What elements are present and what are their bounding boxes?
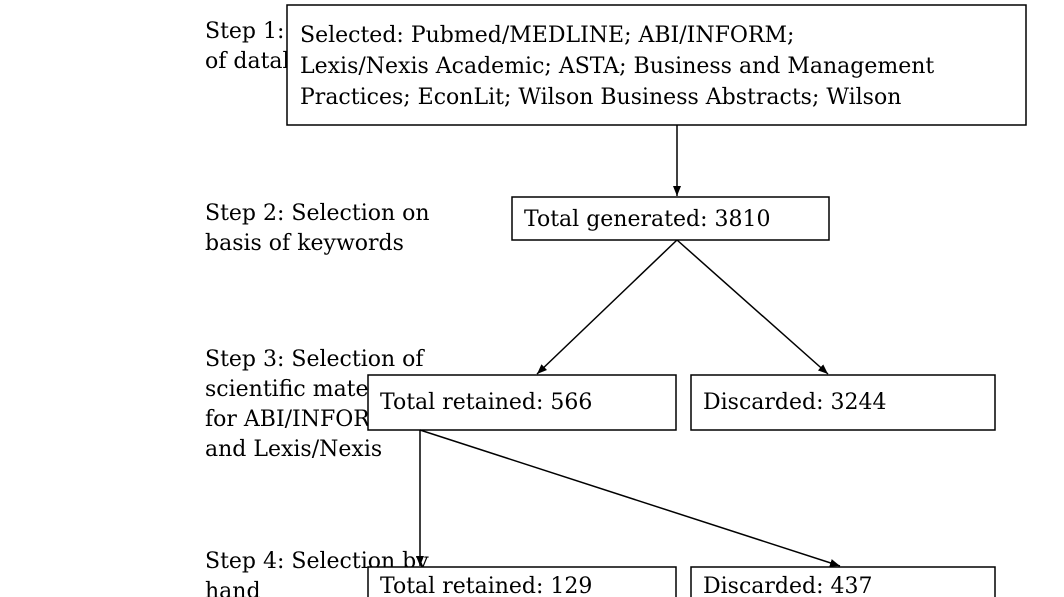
step-label: basis of keywords bbox=[205, 231, 404, 256]
node-box bbox=[690, 566, 996, 597]
node-text: Lexis/Nexis Academic; ASTA; Business and… bbox=[300, 54, 934, 79]
node-text: Discarded: 437 bbox=[703, 574, 873, 597]
node-text: Total retained: 566 bbox=[380, 390, 592, 415]
node-box bbox=[367, 566, 677, 597]
node-box bbox=[286, 4, 1027, 126]
node-text: Discarded: 3244 bbox=[703, 390, 887, 415]
step-label: Step 3: Selection of bbox=[205, 347, 425, 372]
node-box bbox=[690, 374, 996, 431]
node-text: Total retained: 129 bbox=[380, 574, 592, 597]
node-text: Total generated: 3810 bbox=[524, 207, 770, 232]
step-label: and Lexis/Nexis bbox=[205, 437, 382, 462]
step-label: for ABI/INFORM bbox=[205, 407, 392, 432]
arrow bbox=[536, 239, 678, 375]
node-box bbox=[511, 196, 830, 241]
arrow bbox=[676, 239, 829, 375]
arrow bbox=[419, 429, 841, 567]
node-text: Practices; EconLit; Wilson Business Abst… bbox=[300, 85, 901, 110]
step-label: Step 2: Selection on bbox=[205, 201, 430, 226]
step-label: hand bbox=[205, 579, 261, 597]
node-text: Selected: Pubmed/MEDLINE; ABI/INFORM; bbox=[300, 23, 794, 48]
node-box bbox=[367, 374, 677, 431]
